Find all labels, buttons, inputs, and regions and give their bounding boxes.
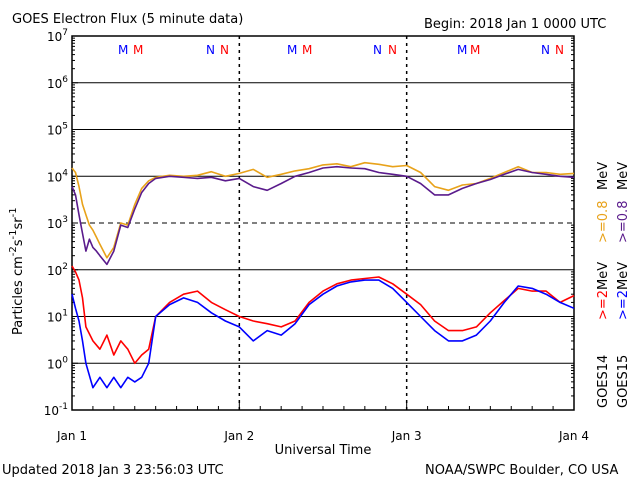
marker-label: M [287,43,297,57]
x-tick-label: Jan 3 [391,429,422,443]
x-tick-label: Jan 4 [558,429,589,443]
y-tick-label: 107 [47,28,68,44]
chart-title: GOES Electron Flux (5 minute data) [12,12,243,27]
y-tick-label: 106 [47,75,68,91]
marker-label: N [555,43,564,57]
series-line [71,265,575,365]
marker-label: M [470,43,480,57]
x-tick-label: Jan 2 [223,429,254,443]
legend-g15-low-unit: MeV [616,262,631,290]
series-line [71,165,575,266]
credit-text: NOAA/SWPC Boulder, CO USA [425,463,618,478]
marker-label: N [206,43,215,57]
x-tick-label: Jan 1 [56,429,87,443]
y-tick-label: 101 [47,309,68,325]
marker-label: N [388,43,397,57]
marker-label: N [373,43,382,57]
legend-g14-high-unit: MeV [596,162,611,190]
marker-label: M [302,43,312,57]
legend-goes14: GOES14 [596,355,611,408]
legend-g14-high: >=0.8 [596,201,611,243]
begin-time: Begin: 2018 Jan 1 0000 UTC [424,17,606,32]
legend-g14-low-unit: MeV [596,262,611,290]
y-axis-label: Particles cm-2s-1sr-1 [8,207,26,335]
x-axis-ticks: Jan 1 Jan 2 Jan 3 Jan 4 [56,402,589,443]
legend-g15-low: >=2 [616,290,631,320]
y-tick-label: 104 [47,168,68,184]
marker-label: M [118,43,128,57]
grid-lines [72,35,574,411]
series-group [71,161,575,389]
marker-label: M [133,43,143,57]
y-tick-label: 100 [47,355,68,371]
series-line [71,279,575,389]
marker-label: N [220,43,229,57]
legend-g15-high-unit: MeV [616,162,631,190]
y-tick-label: 103 [47,215,68,231]
legend-g15-high: >=0.8 [616,201,631,243]
legend-goes15: GOES15 [616,355,631,408]
y-tick-label: 10-1 [44,402,68,418]
y-axis-ticks: 10-1 100 101 102 103 104 105 106 107 [44,28,574,418]
updated-timestamp: Updated 2018 Jan 3 23:56:03 UTC [2,463,224,478]
series-line [71,161,575,259]
y-tick-label: 102 [47,262,68,278]
marker-label: M [457,43,467,57]
y-tick-label: 105 [47,122,68,138]
x-axis-label: Universal Time [275,443,372,458]
marker-label: N [541,43,550,57]
legend-g14-low: >=2 [596,290,611,320]
